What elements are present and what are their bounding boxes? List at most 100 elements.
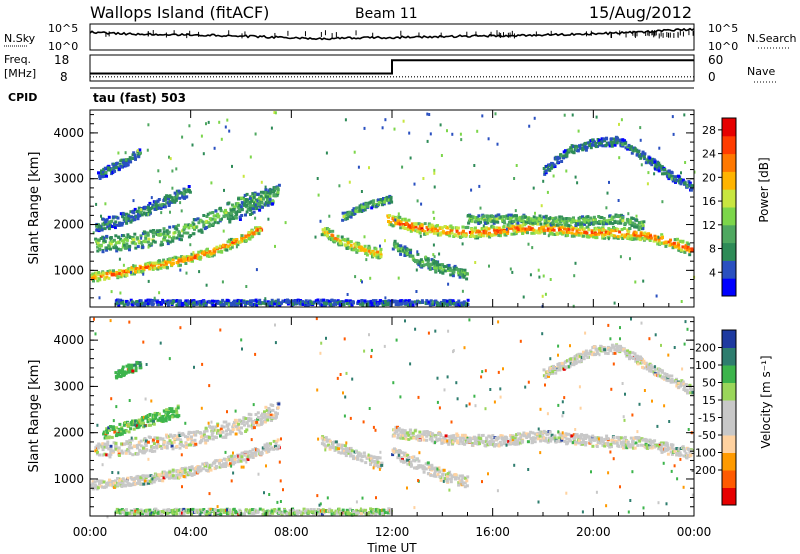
scatter-cell <box>158 180 161 184</box>
data-cell <box>574 226 578 230</box>
data-cell <box>626 232 629 236</box>
data-cell <box>231 430 234 434</box>
data-cell <box>135 452 139 456</box>
data-cell <box>629 234 633 238</box>
data-cell <box>108 425 112 429</box>
data-cell <box>239 459 243 463</box>
data-cell <box>394 303 398 306</box>
data-cell <box>202 302 206 306</box>
data-cell <box>667 169 671 173</box>
data-cell <box>109 238 113 242</box>
data-cell <box>399 226 403 230</box>
data-cell <box>433 266 436 270</box>
data-cell <box>530 227 534 231</box>
data-cell <box>362 202 366 206</box>
data-cell <box>448 300 452 304</box>
data-cell <box>274 299 278 303</box>
data-cell <box>153 205 156 209</box>
data-cell <box>96 241 100 245</box>
data-cell <box>501 218 504 222</box>
data-cell <box>397 249 400 253</box>
data-cell <box>355 245 359 249</box>
data-cell <box>606 232 610 236</box>
data-cell <box>177 259 181 262</box>
data-cell <box>141 271 145 275</box>
data-cell <box>397 222 400 226</box>
scatter-cell <box>158 291 161 295</box>
data-cell <box>450 302 454 306</box>
data-cell <box>205 469 209 473</box>
data-cell <box>156 267 160 271</box>
data-cell <box>387 220 390 223</box>
data-cell <box>146 440 150 444</box>
data-cell <box>414 259 418 262</box>
data-cell <box>513 229 517 233</box>
data-cell <box>266 415 270 419</box>
data-cell <box>377 203 381 207</box>
data-cell <box>131 369 135 373</box>
data-cell <box>316 301 320 305</box>
data-cell <box>396 303 400 307</box>
data-cell <box>136 217 140 221</box>
data-cell <box>111 272 114 276</box>
data-cell <box>429 225 432 229</box>
data-cell <box>97 271 101 274</box>
data-cell <box>227 212 231 216</box>
data-cell <box>526 231 529 235</box>
data-cell <box>254 193 258 197</box>
data-cell <box>276 438 280 442</box>
data-cell <box>139 303 143 307</box>
data-cell <box>238 299 242 303</box>
data-cell <box>519 227 523 231</box>
data-cell <box>324 444 328 448</box>
data-cell <box>623 141 627 145</box>
data-cell <box>170 237 174 241</box>
data-cell <box>104 222 107 226</box>
data-cell <box>429 230 433 234</box>
data-cell <box>345 217 349 221</box>
data-cell <box>111 449 115 453</box>
scatter-cell <box>260 180 263 184</box>
data-cell <box>236 299 240 303</box>
data-cell <box>207 255 211 258</box>
data-cell <box>329 445 333 449</box>
data-cell <box>234 240 238 243</box>
scatter-cell <box>571 113 574 117</box>
data-cell <box>210 463 214 467</box>
data-cell <box>117 454 121 457</box>
data-cell <box>681 178 685 182</box>
data-cell <box>620 228 624 232</box>
y-tick-label: 2000 <box>53 218 84 232</box>
data-cell <box>265 409 269 412</box>
data-cell <box>133 207 137 211</box>
data-cell <box>387 215 391 219</box>
data-cell <box>177 231 181 235</box>
data-cell <box>250 229 253 233</box>
scatter-cell <box>401 165 404 169</box>
data-cell <box>187 471 191 475</box>
data-cell <box>139 211 143 215</box>
data-cell <box>363 454 367 458</box>
data-cell <box>139 444 143 448</box>
scatter-cell <box>342 215 345 218</box>
data-cell <box>145 448 149 452</box>
data-cell <box>638 237 642 241</box>
scatter-cell <box>393 127 396 131</box>
data-cell <box>337 450 341 454</box>
data-cell <box>607 141 611 145</box>
data-cell <box>567 227 571 231</box>
data-cell <box>218 465 222 469</box>
data-cell <box>141 266 145 270</box>
data-cell <box>583 230 587 234</box>
data-cell <box>274 193 278 197</box>
data-cell <box>671 178 675 182</box>
data-cell <box>479 220 483 224</box>
data-cell <box>547 219 551 222</box>
data-cell <box>457 231 461 235</box>
data-cell <box>107 426 111 430</box>
data-cell <box>393 431 397 435</box>
data-cell <box>304 299 308 303</box>
data-cell <box>277 402 281 406</box>
data-cell <box>334 236 338 240</box>
scatter-cell <box>478 184 481 188</box>
